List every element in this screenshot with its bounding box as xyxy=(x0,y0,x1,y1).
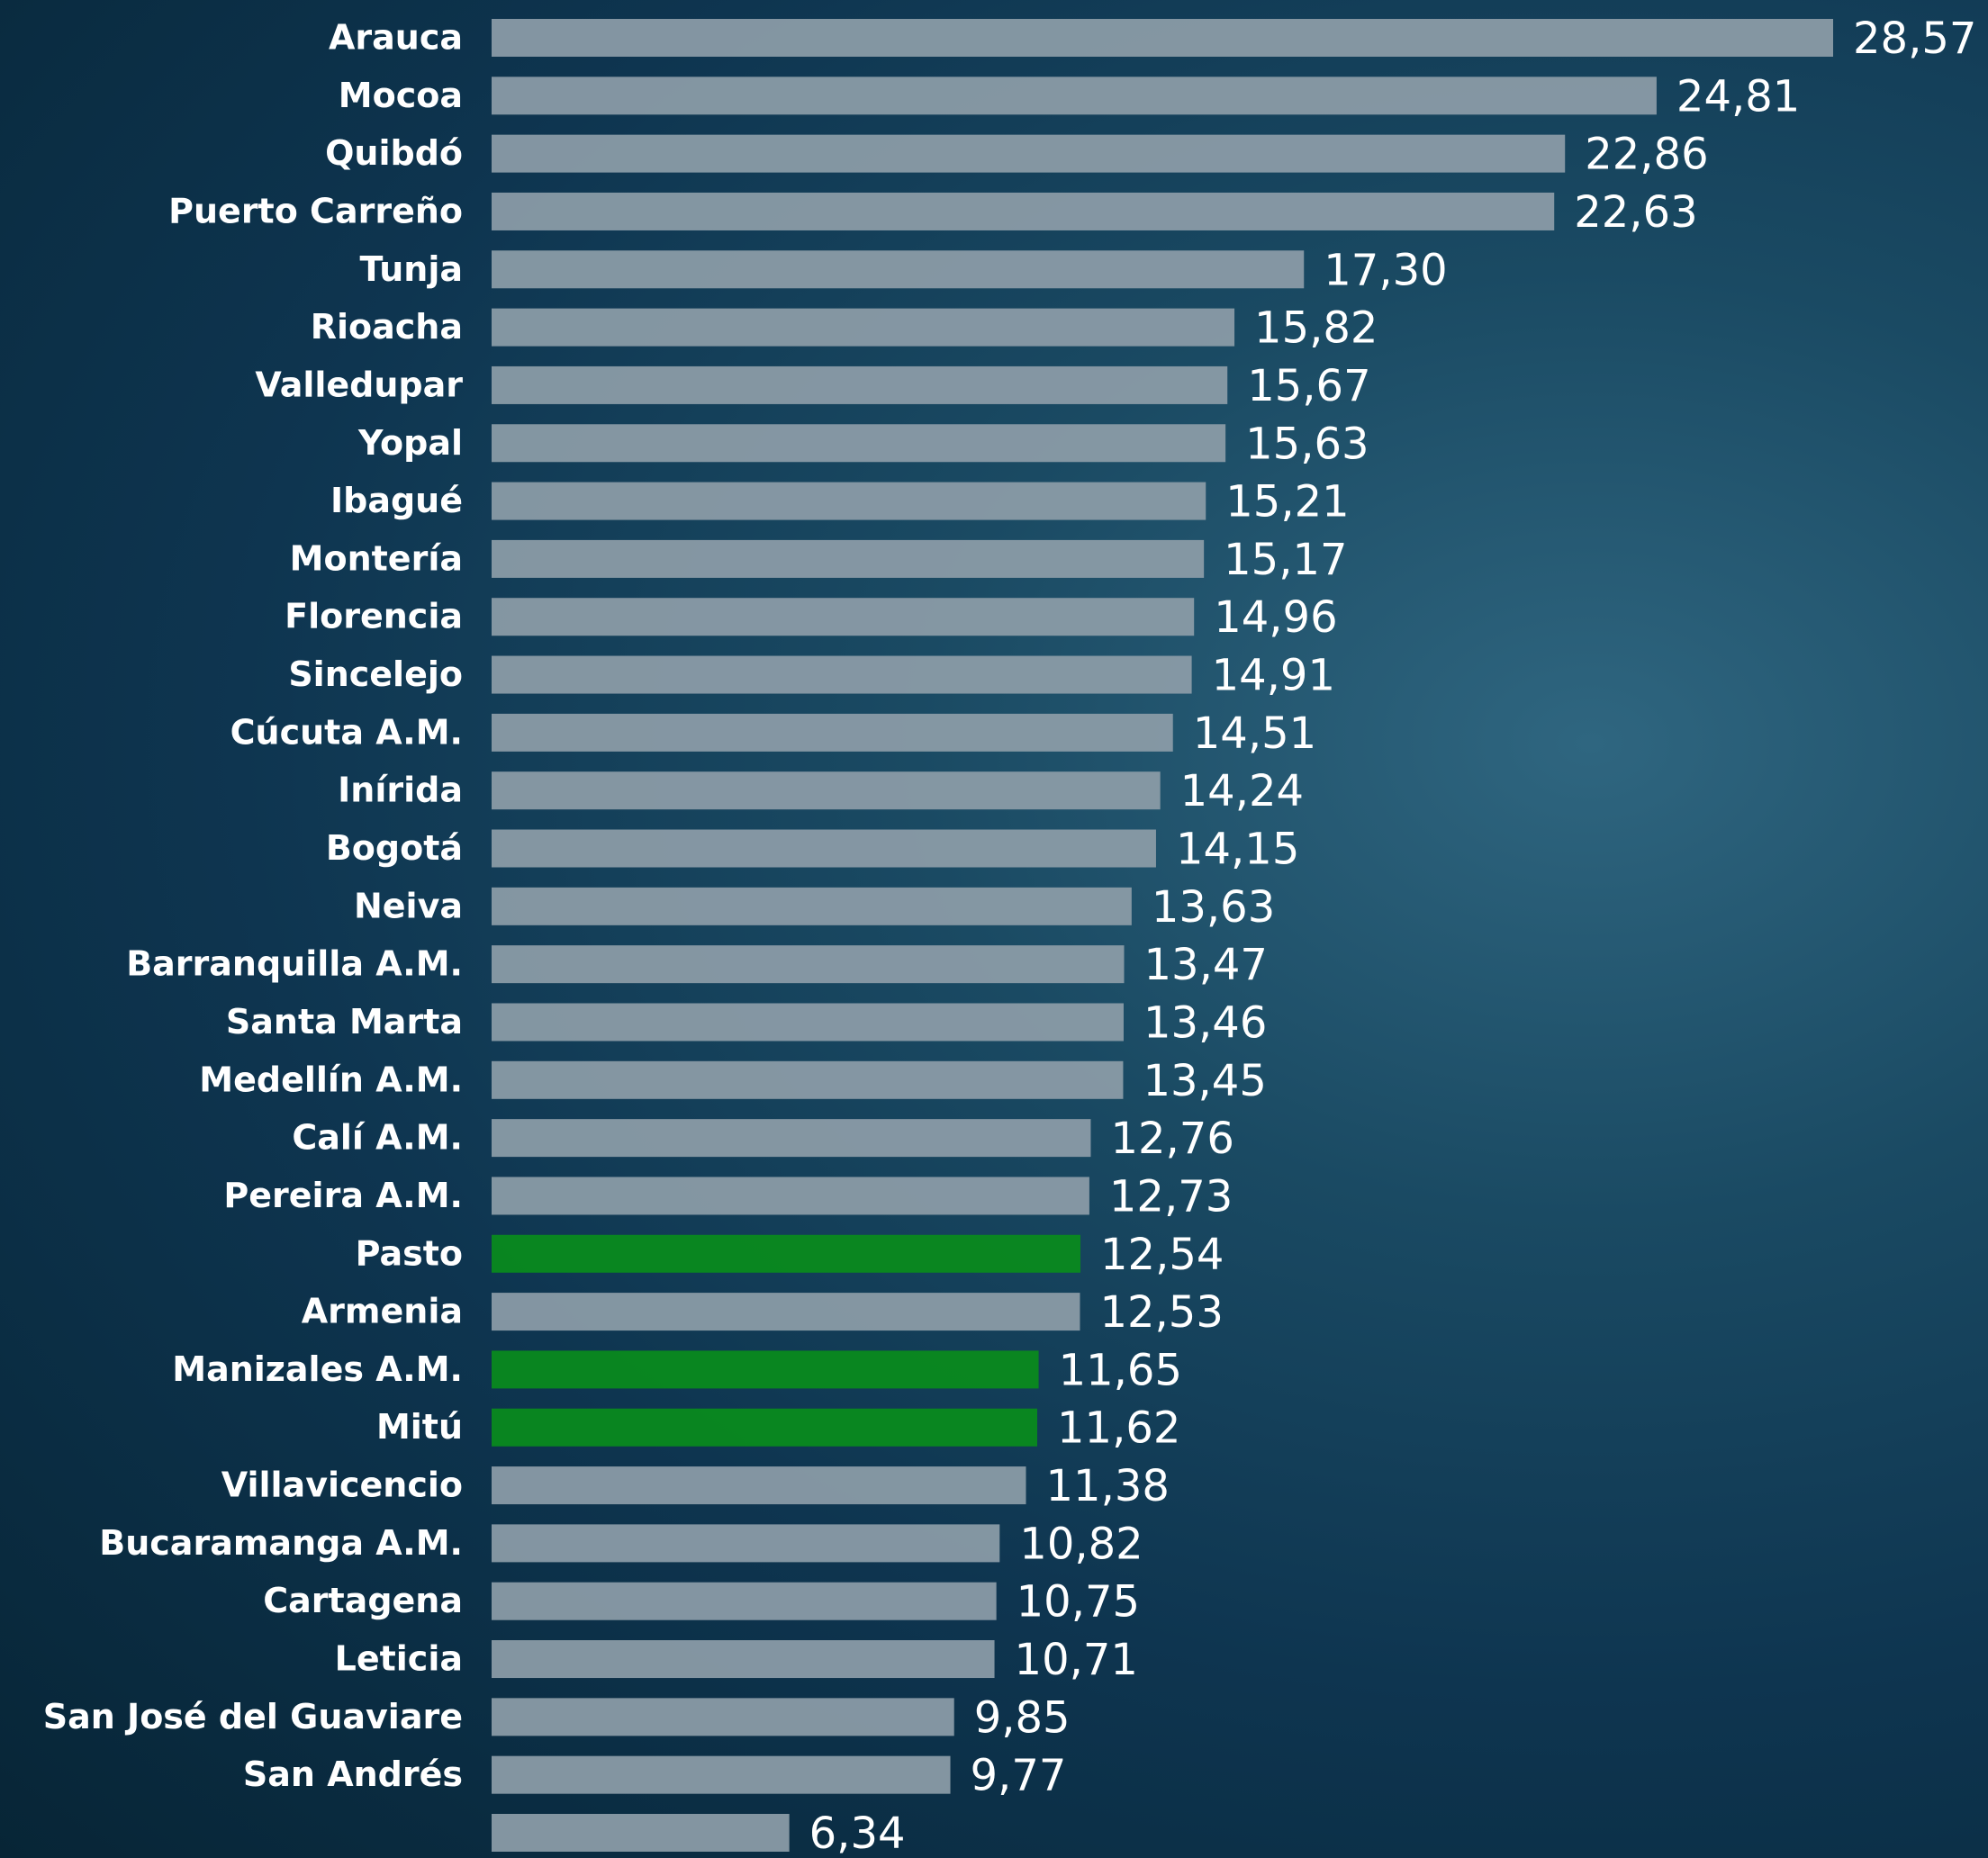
value-label: 12,53 xyxy=(1099,1287,1223,1338)
bar xyxy=(492,19,1833,57)
value-label: 9,85 xyxy=(974,1692,1071,1743)
bar xyxy=(492,1003,1124,1042)
bar xyxy=(492,1814,790,1852)
category-label: Pasto xyxy=(356,1233,463,1273)
category-label: Valledupar xyxy=(255,365,463,404)
bar xyxy=(492,829,1156,868)
bar xyxy=(492,308,1235,347)
category-label: Arauca xyxy=(329,18,463,58)
value-label: 10,75 xyxy=(1017,1577,1140,1628)
category-label: Mocoa xyxy=(339,76,463,115)
bar xyxy=(492,424,1226,463)
bar xyxy=(492,77,1657,115)
value-label: 13,45 xyxy=(1143,1056,1266,1106)
bar xyxy=(492,771,1161,810)
value-label: 22,63 xyxy=(1574,187,1697,238)
category-label: Ibagué xyxy=(330,481,463,520)
bar xyxy=(492,713,1173,752)
bar xyxy=(492,1466,1026,1505)
value-label: 14,96 xyxy=(1214,592,1337,643)
bar xyxy=(492,598,1195,636)
category-label: Villavicencio xyxy=(221,1466,463,1505)
value-label: 10,71 xyxy=(1015,1635,1138,1685)
value-label: 14,91 xyxy=(1212,651,1335,701)
bar xyxy=(492,1582,997,1620)
category-label: Santa Marta xyxy=(226,1002,463,1042)
bar xyxy=(492,887,1132,925)
category-label: Bogotá xyxy=(326,828,463,868)
bar xyxy=(492,1350,1039,1389)
bar xyxy=(492,1524,1000,1563)
category-label: Armenia xyxy=(302,1292,463,1331)
value-label: 12,54 xyxy=(1100,1230,1224,1280)
value-label: 14,24 xyxy=(1180,766,1304,816)
value-label: 10,82 xyxy=(1019,1519,1143,1569)
bar xyxy=(492,1698,954,1736)
bar xyxy=(492,1177,1089,1215)
value-label: 15,63 xyxy=(1245,419,1369,469)
category-label: San Andrés xyxy=(243,1754,463,1794)
bar xyxy=(492,1640,995,1679)
bar xyxy=(492,1234,1080,1273)
bar xyxy=(492,945,1125,984)
category-label: Inírida xyxy=(338,771,463,810)
value-label: 9,77 xyxy=(971,1751,1067,1801)
category-label: Mitú xyxy=(376,1407,463,1447)
category-label: Quibdó xyxy=(325,133,463,173)
value-label: 11,38 xyxy=(1045,1461,1169,1511)
category-label: Cúcuta A.M. xyxy=(230,712,463,752)
value-label: 15,67 xyxy=(1247,361,1370,411)
bar xyxy=(492,1408,1038,1447)
category-label: Leticia xyxy=(335,1639,463,1679)
value-label: 14,51 xyxy=(1193,708,1316,759)
bar xyxy=(492,539,1205,578)
value-label: 17,30 xyxy=(1324,245,1447,295)
value-label: 24,81 xyxy=(1676,71,1800,122)
category-label: Bucaramanga A.M. xyxy=(99,1523,463,1563)
value-label: 12,73 xyxy=(1109,1171,1233,1222)
value-label: 22,86 xyxy=(1585,130,1708,180)
bar xyxy=(492,1119,1091,1158)
category-label: San José del Guaviare xyxy=(43,1697,463,1736)
category-label: Puerto Carreño xyxy=(168,191,463,230)
bar xyxy=(492,1755,951,1794)
bar xyxy=(492,250,1305,289)
category-label: Medellín A.M. xyxy=(199,1060,463,1099)
category-label: Rioacha xyxy=(311,307,463,347)
category-label: Pereira A.M. xyxy=(223,1176,463,1215)
value-label: 6,34 xyxy=(809,1808,906,1858)
bar xyxy=(492,192,1555,230)
category-label: Yopal xyxy=(357,423,463,463)
bar xyxy=(492,482,1206,520)
value-label: 12,76 xyxy=(1110,1114,1233,1164)
bar xyxy=(492,1060,1124,1099)
value-label: 14,15 xyxy=(1176,825,1299,875)
value-label: 13,63 xyxy=(1152,882,1275,933)
category-label: Florencia xyxy=(285,597,463,636)
value-label: 28,57 xyxy=(1853,14,1976,64)
value-label: 13,47 xyxy=(1143,940,1267,990)
value-label: 11,65 xyxy=(1059,1345,1182,1395)
category-label: Barranquilla A.M. xyxy=(126,944,463,984)
value-label: 15,17 xyxy=(1224,535,1347,585)
value-label: 15,82 xyxy=(1254,303,1378,354)
category-label: Tunja xyxy=(359,249,463,289)
value-label: 15,21 xyxy=(1225,477,1349,528)
value-label: 13,46 xyxy=(1143,997,1267,1048)
bar xyxy=(492,365,1228,404)
category-label: Calí A.M. xyxy=(292,1118,463,1158)
bar xyxy=(492,655,1192,694)
category-label: Manizales A.M. xyxy=(172,1349,463,1389)
category-label: Sincelejo xyxy=(288,654,463,694)
value-label: 11,62 xyxy=(1057,1403,1180,1454)
bar xyxy=(492,1293,1080,1331)
category-label: Neiva xyxy=(354,886,463,925)
category-label: Cartagena xyxy=(263,1581,463,1620)
bar xyxy=(492,134,1566,173)
category-label: Montería xyxy=(290,538,463,578)
